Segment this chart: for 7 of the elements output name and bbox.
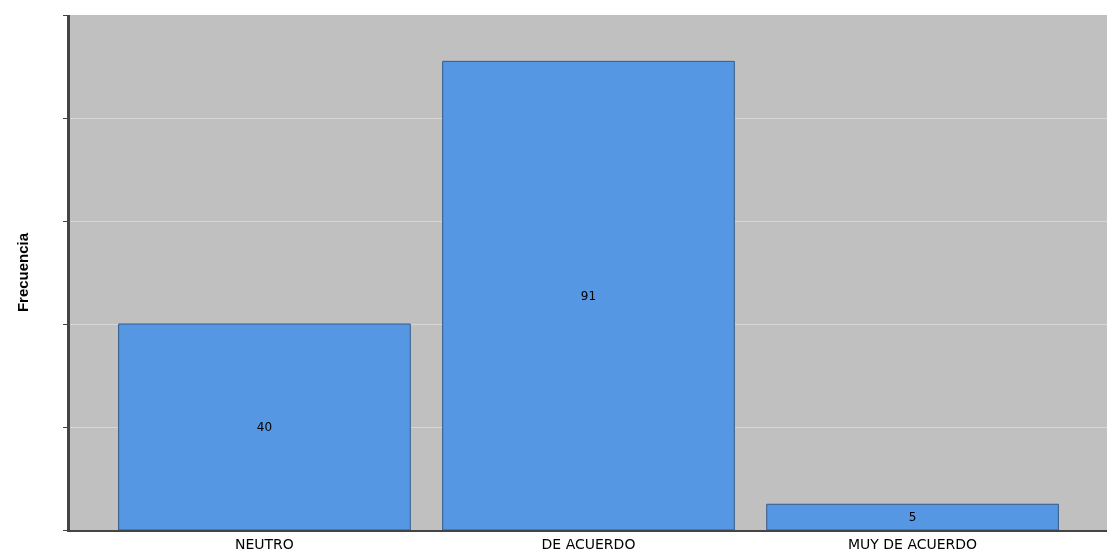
data-label: 40 bbox=[256, 420, 273, 434]
x-tick-label: NEUTRO bbox=[235, 535, 294, 552]
data-label: 5 bbox=[908, 510, 917, 525]
x-tick-label: MUY DE ACUERDO bbox=[847, 535, 978, 552]
data-label: 91 bbox=[580, 288, 597, 303]
x-tick-label: DE ACUERDO bbox=[541, 535, 636, 552]
y-axis-title: Frecuencia bbox=[14, 232, 31, 313]
